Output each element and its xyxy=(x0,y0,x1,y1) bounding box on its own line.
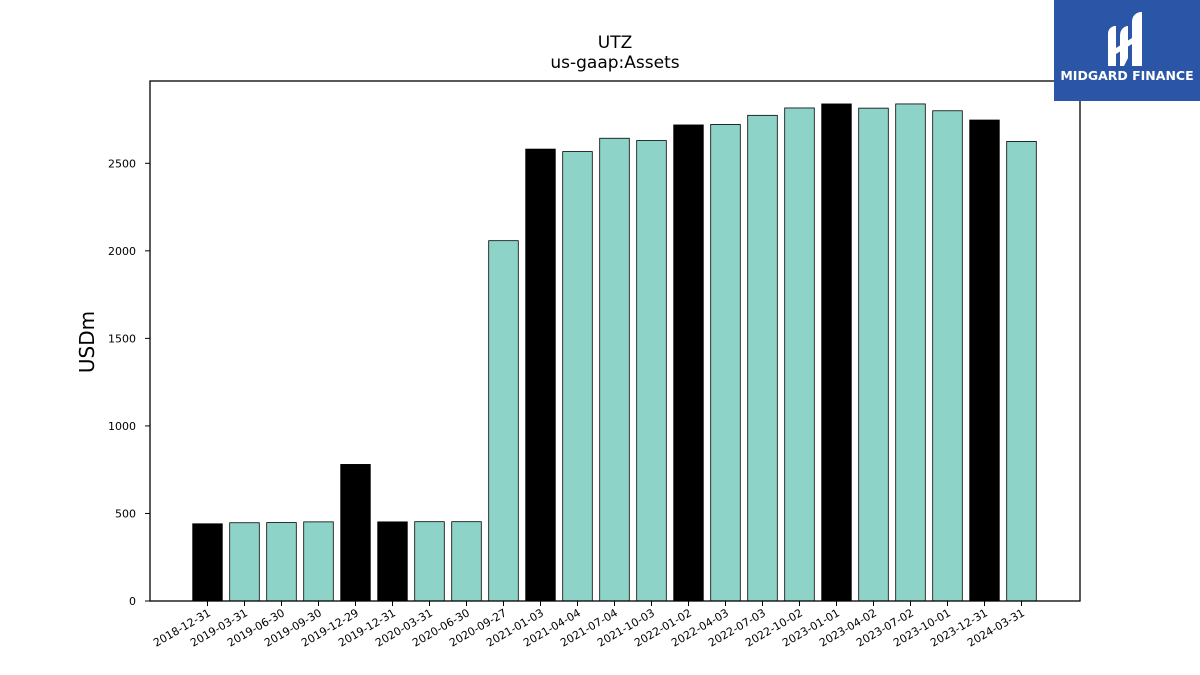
bars-layer xyxy=(192,103,1037,602)
y-tick-label: 1500 xyxy=(108,332,136,345)
bar-2022-10-02 xyxy=(784,107,815,602)
y-tick-label: 2000 xyxy=(108,245,136,258)
y-tick-label: 500 xyxy=(115,507,136,520)
bar-2021-01-03 xyxy=(525,148,556,602)
chart-subtitle: us-gaap:Assets xyxy=(550,53,679,73)
plot-frame xyxy=(149,80,1081,602)
chart-title: UTZ xyxy=(598,33,632,53)
y-ticks: 0 500 1000 1500 2000 2500 xyxy=(108,157,150,608)
bar-2024-03-31 xyxy=(1006,140,1037,602)
bar-2023-12-31 xyxy=(969,119,1000,602)
y-tick-label: 1000 xyxy=(108,420,136,433)
bar-2020-09-27 xyxy=(488,240,519,602)
bar-2019-06-30 xyxy=(266,522,297,602)
bar-2023-01-01 xyxy=(821,103,852,602)
brand-logo: MIDGARD FINANCE xyxy=(1054,0,1200,101)
bar-2022-07-03 xyxy=(747,114,778,602)
bar-2020-03-31 xyxy=(414,521,445,602)
bar-2021-07-04 xyxy=(599,137,630,602)
y-axis-label: USDm xyxy=(75,311,99,373)
bar-2023-10-01 xyxy=(932,110,963,602)
x-ticks: 2018-12-312019-03-312019-06-302019-09-30… xyxy=(151,601,1027,650)
bar-2018-12-31 xyxy=(192,523,223,602)
bar-2019-09-30 xyxy=(303,521,334,602)
bar-2023-04-02 xyxy=(858,107,889,602)
bar-2021-10-03 xyxy=(636,140,667,602)
bar-2021-04-04 xyxy=(562,151,593,602)
bar-2020-06-30 xyxy=(451,521,482,602)
bar-2019-12-29 xyxy=(340,464,371,602)
bar-2022-01-02 xyxy=(673,124,704,602)
bar-2022-04-03 xyxy=(710,124,741,602)
y-tick-label: 2500 xyxy=(108,157,136,170)
y-tick-label: 0 xyxy=(129,595,136,608)
brand-name: MIDGARD FINANCE xyxy=(1060,68,1194,83)
bar-2023-07-02 xyxy=(895,103,926,602)
bar-2019-03-31 xyxy=(229,522,260,602)
midgard-logo-icon xyxy=(1108,12,1142,66)
bar-2019-12-31 xyxy=(377,521,408,602)
